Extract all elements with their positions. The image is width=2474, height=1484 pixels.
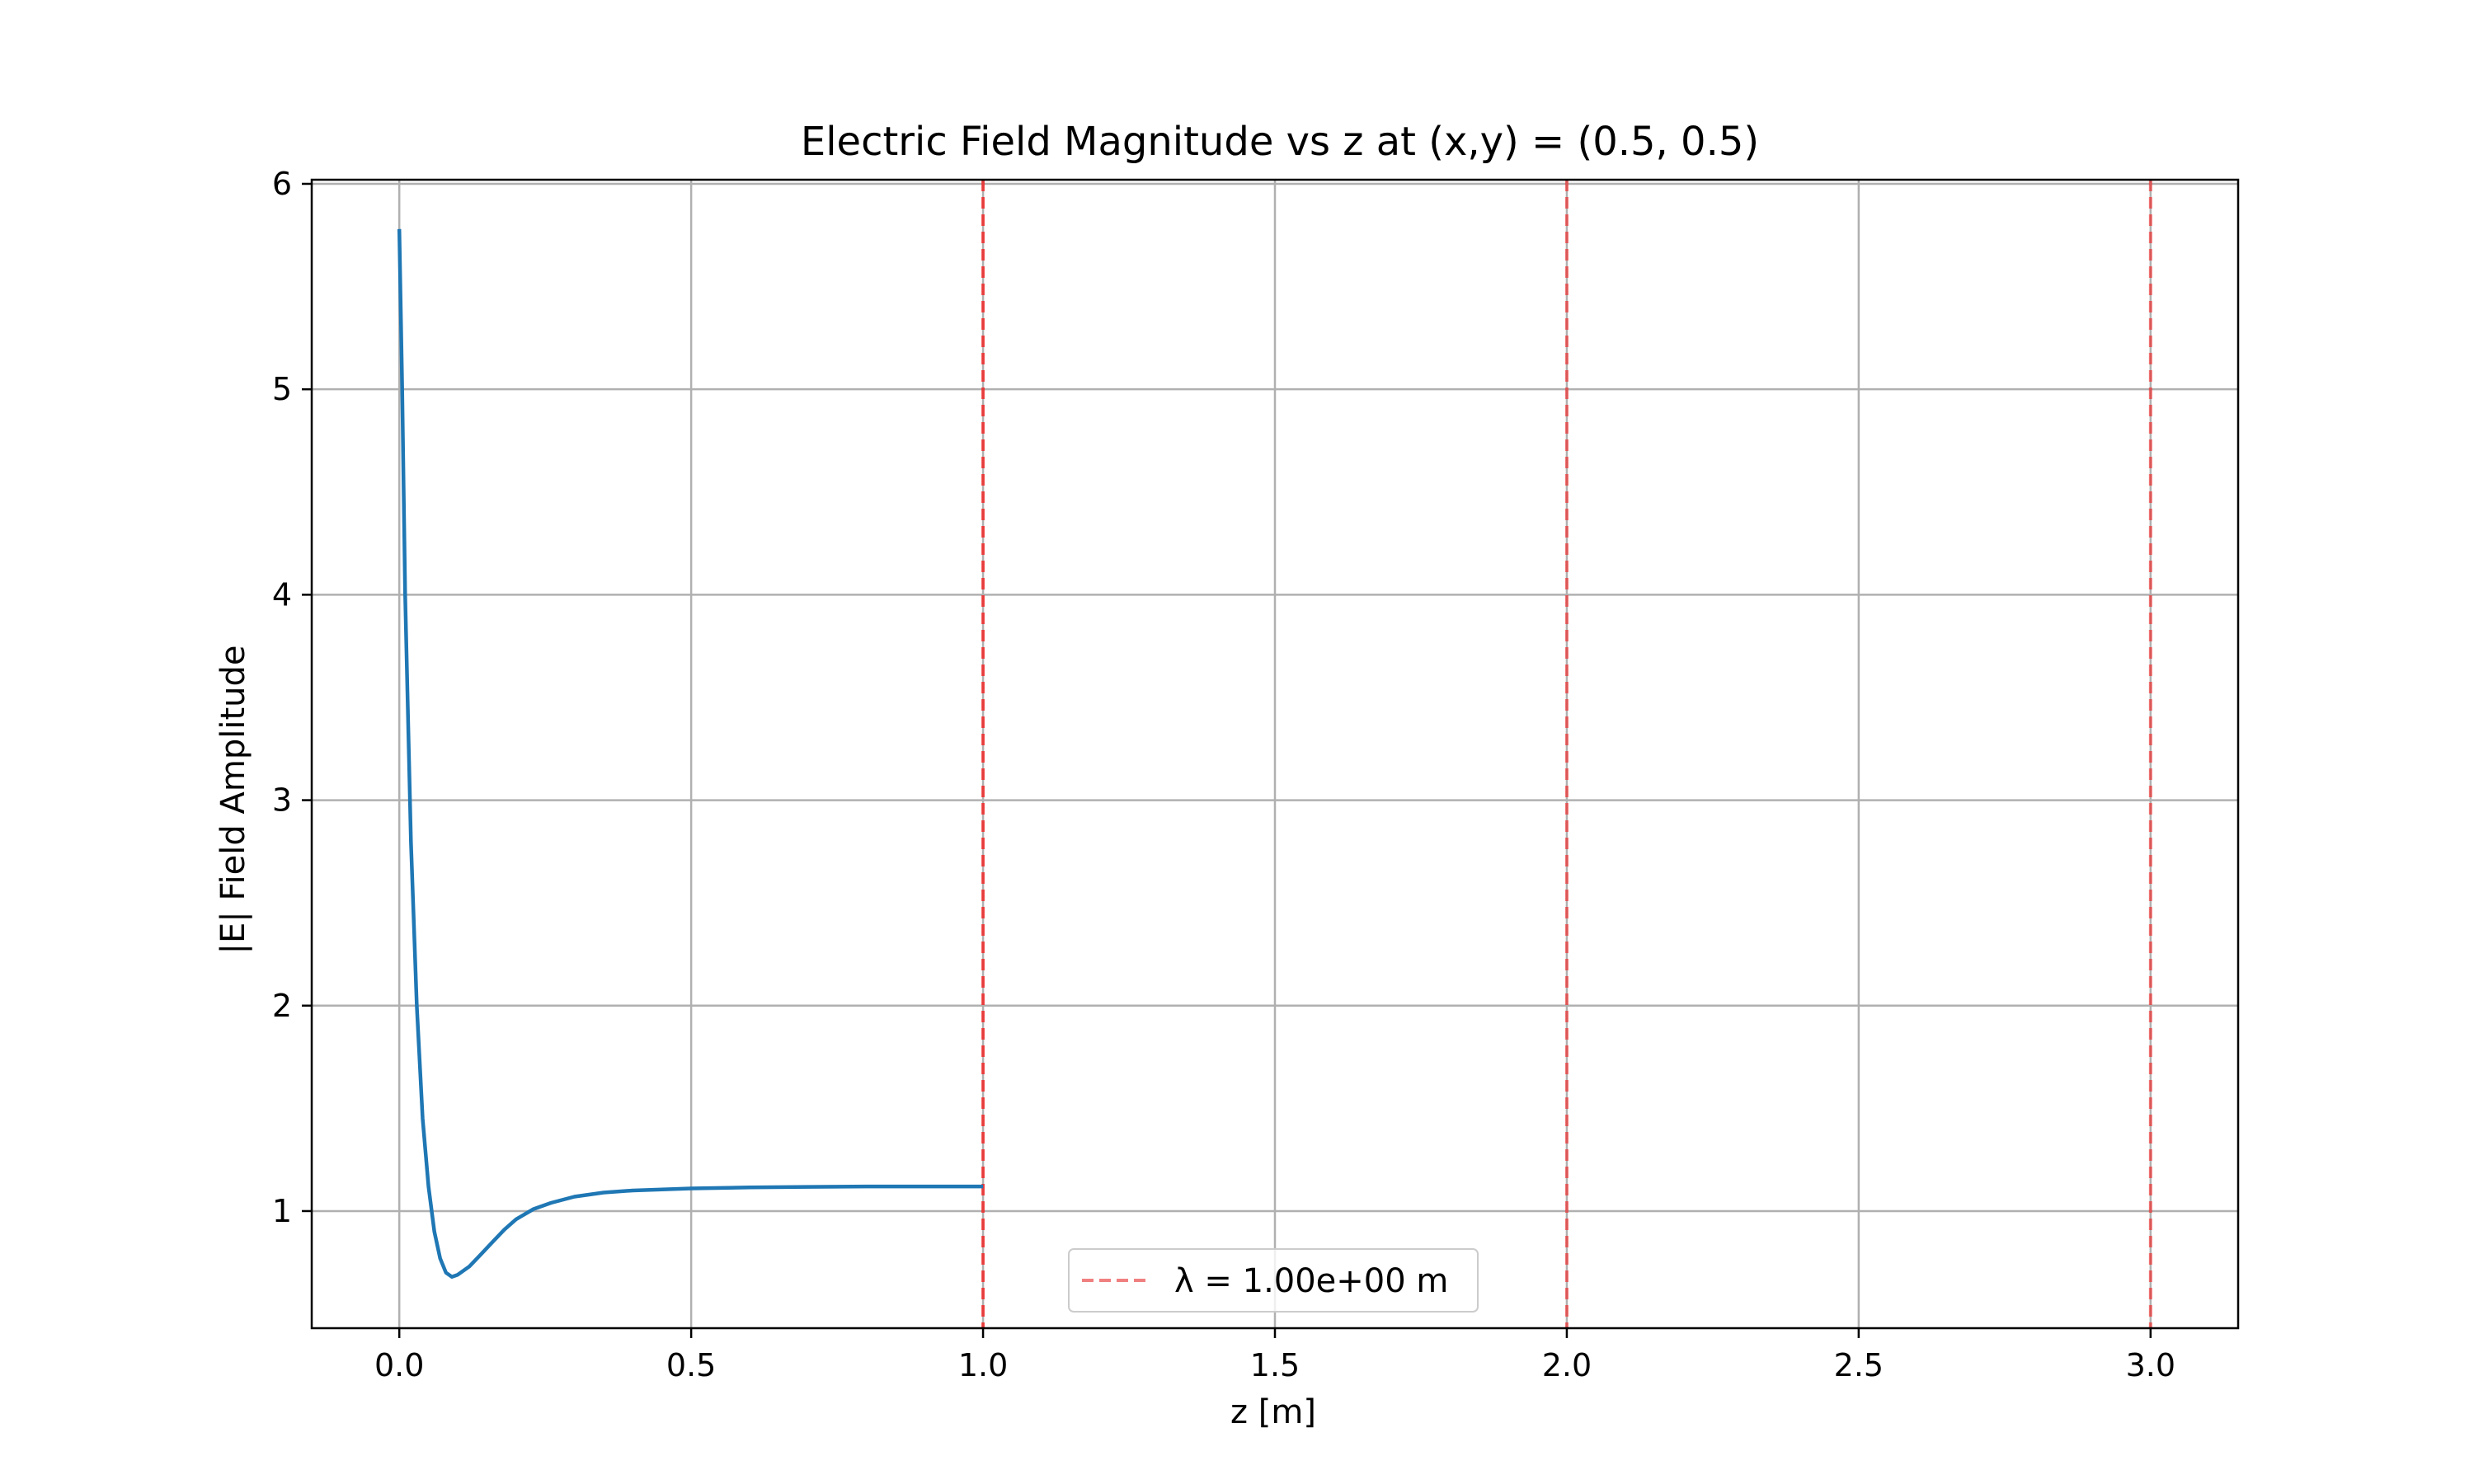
y-tick-label: 5: [272, 371, 292, 407]
x-axis-label: z [m]: [1230, 1393, 1316, 1431]
legend: λ = 1.00e+00 m: [1068, 1248, 1479, 1313]
y-tick-label: 2: [272, 988, 292, 1024]
y-axis-ticks: 1 2 3 4 5 6: [272, 166, 312, 1229]
y-tick-label: 3: [272, 782, 292, 819]
x-tick-label: 1.5: [1250, 1347, 1300, 1383]
x-axis-ticks: 0.0 0.5 1.0 1.5 2.0 2.5 3.0: [374, 1328, 2175, 1383]
x-tick-label: 1.0: [958, 1347, 1008, 1383]
field-amplitude-line: [397, 228, 984, 1279]
legend-box: [1068, 1248, 1479, 1313]
x-tick-label: 3.0: [2126, 1347, 2175, 1383]
x-tick-label: 0.5: [666, 1347, 716, 1383]
chart-title: Electric Field Magnitude vs z at (x,y) =…: [801, 119, 1759, 165]
wavelength-lines: [981, 180, 2152, 1328]
x-tick-label: 2.0: [1542, 1347, 1592, 1383]
y-tick-label: 1: [272, 1193, 292, 1229]
series-layer: [397, 228, 984, 1279]
y-tick-label: 6: [272, 166, 292, 202]
x-tick-label: 2.5: [1834, 1347, 1884, 1383]
legend-label: λ = 1.00e+00 m: [1174, 1262, 1448, 1300]
y-tick-label: 4: [272, 576, 292, 613]
x-tick-label: 0.0: [374, 1347, 424, 1383]
y-axis-label: |E| Field Amplitude: [214, 646, 252, 955]
